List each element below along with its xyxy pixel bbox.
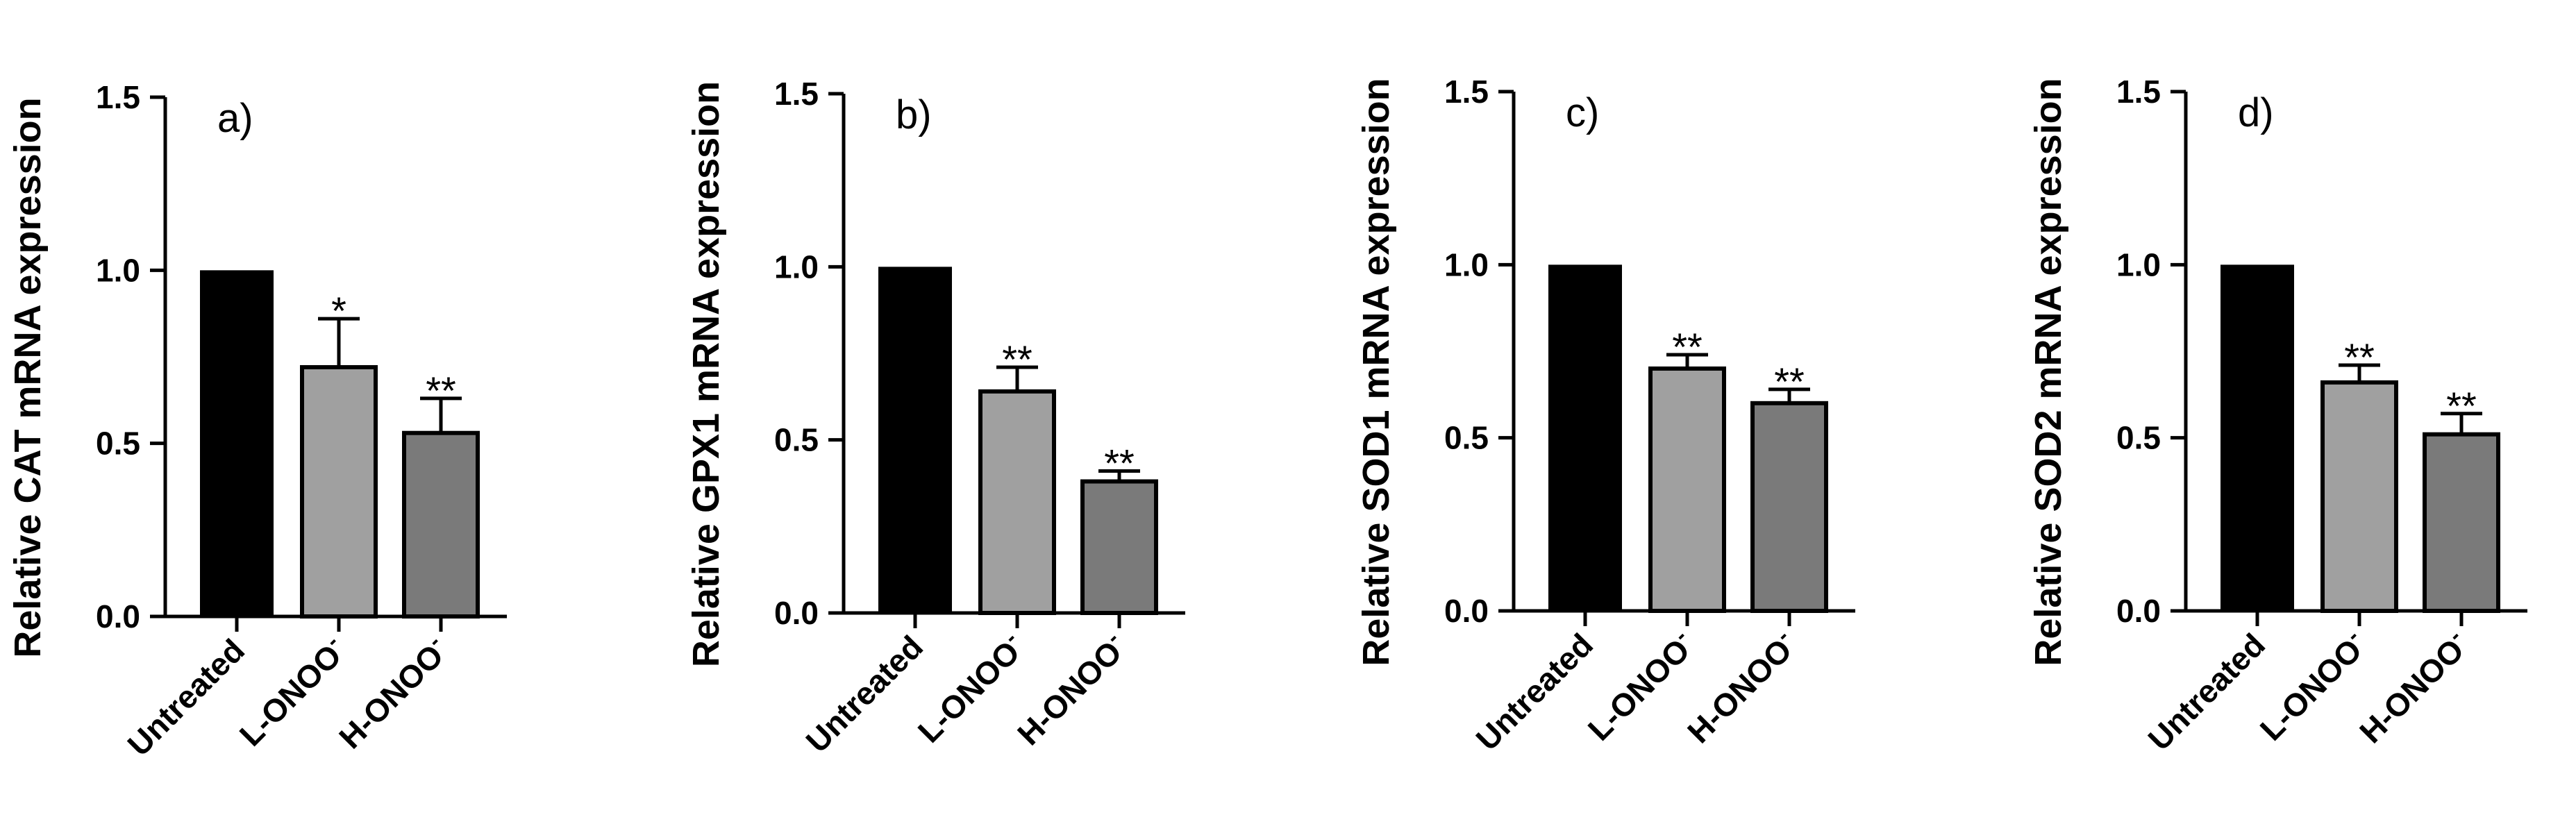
y-tick-label: 1.5: [2116, 74, 2161, 110]
bar-h-onoo: [402, 430, 480, 619]
chart-panel-4: 0.0 0.5 1.0 1.5 Relative SOD2 mRNA expressio…: [2027, 74, 2527, 757]
significance-marker: **: [1774, 360, 1805, 403]
x-tick-superscript: -: [2443, 624, 2466, 647]
y-tick-label: 1.5: [96, 79, 140, 115]
y-tick-label: 0.5: [96, 426, 140, 462]
y-tick-label: 0.5: [1444, 420, 1489, 456]
x-tick-label: L-ONOO-: [908, 626, 1032, 750]
significance-marker: **: [1672, 325, 1703, 369]
y-axis-label: Relative SOD1 mRNA expression: [1355, 78, 1397, 666]
x-tick-label: Untreated: [798, 628, 930, 759]
y-tick-label: 0.0: [96, 598, 140, 634]
y-tick-label: 0.0: [1444, 593, 1489, 629]
y-tick-label: 0.0: [774, 595, 819, 631]
panel-label: b): [896, 92, 932, 137]
bar-untreated: [878, 267, 952, 613]
x-tick-superscript: -: [422, 630, 445, 653]
panel-label: d): [2238, 90, 2274, 135]
bar-h-onoo: [1750, 401, 1828, 613]
x-tick-label: L-ONOO-: [2250, 624, 2374, 748]
bar-l-onoo: [978, 389, 1056, 615]
y-axis-label: Relative CAT mRNA expression: [7, 97, 49, 657]
significance-marker: **: [2446, 384, 2477, 428]
x-tick-superscript: -: [2341, 624, 2364, 647]
x-tick-superscript: -: [1668, 624, 1691, 647]
bar-untreated: [2220, 264, 2294, 611]
bar-h-onoo: [1080, 479, 1158, 615]
x-tick-superscript: -: [1771, 624, 1793, 647]
x-tick-superscript: -: [998, 626, 1021, 649]
x-tick-label: Untreated: [1469, 626, 1600, 757]
y-axis-label: Relative GPX1 mRNA expression: [685, 81, 727, 667]
y-tick-label: 0.5: [774, 422, 819, 458]
bar-untreated: [1548, 264, 1622, 611]
x-tick-label: L-ONOO-: [1578, 624, 1702, 748]
chart-panel-1: 0.0 0.5 1.0 1.5 Relative CAT mRNA expression…: [7, 79, 507, 763]
bar-l-onoo: [2320, 380, 2398, 613]
x-tick-label: Untreated: [120, 632, 251, 763]
y-tick-label: 1.0: [1444, 246, 1489, 283]
chart-panel-2: 0.0 0.5 1.0 1.5 Relative GPX1 mRNA expressio…: [685, 76, 1185, 759]
bar-h-onoo: [2423, 432, 2500, 613]
x-tick-label: H-ONOO-: [1678, 624, 1805, 750]
significance-marker: **: [2344, 335, 2375, 379]
y-tick-label: 0.0: [2116, 593, 2161, 629]
y-tick-label: 1.0: [2116, 246, 2161, 283]
y-tick-label: 0.5: [2116, 420, 2161, 456]
x-tick-superscript: -: [320, 630, 343, 653]
y-tick-label: 1.5: [774, 76, 819, 112]
bar-untreated: [200, 270, 274, 616]
chart-panel-3: 0.0 0.5 1.0 1.5 Relative SOD1 mRNA expressio…: [1355, 74, 1855, 757]
bar-l-onoo: [1648, 366, 1726, 614]
x-tick-label: H-ONOO-: [2350, 624, 2477, 750]
panel-label: c): [1566, 90, 1599, 135]
x-tick-label: L-ONOO-: [230, 630, 353, 753]
significance-marker: **: [426, 369, 456, 412]
significance-marker: *: [331, 289, 346, 333]
bar-l-onoo: [300, 364, 378, 619]
x-tick-label: Untreated: [2141, 626, 2272, 757]
panel-label: a): [217, 96, 253, 141]
significance-marker: **: [1104, 442, 1135, 485]
x-tick-superscript: -: [1101, 626, 1123, 649]
y-tick-label: 1.0: [774, 249, 819, 285]
y-tick-label: 1.5: [1444, 74, 1489, 110]
x-tick-label: H-ONOO-: [330, 630, 456, 756]
y-tick-label: 1.0: [96, 252, 140, 288]
significance-marker: **: [1002, 337, 1032, 381]
x-tick-label: H-ONOO-: [1008, 626, 1135, 752]
y-axis-label: Relative SOD2 mRNA expression: [2027, 78, 2069, 666]
